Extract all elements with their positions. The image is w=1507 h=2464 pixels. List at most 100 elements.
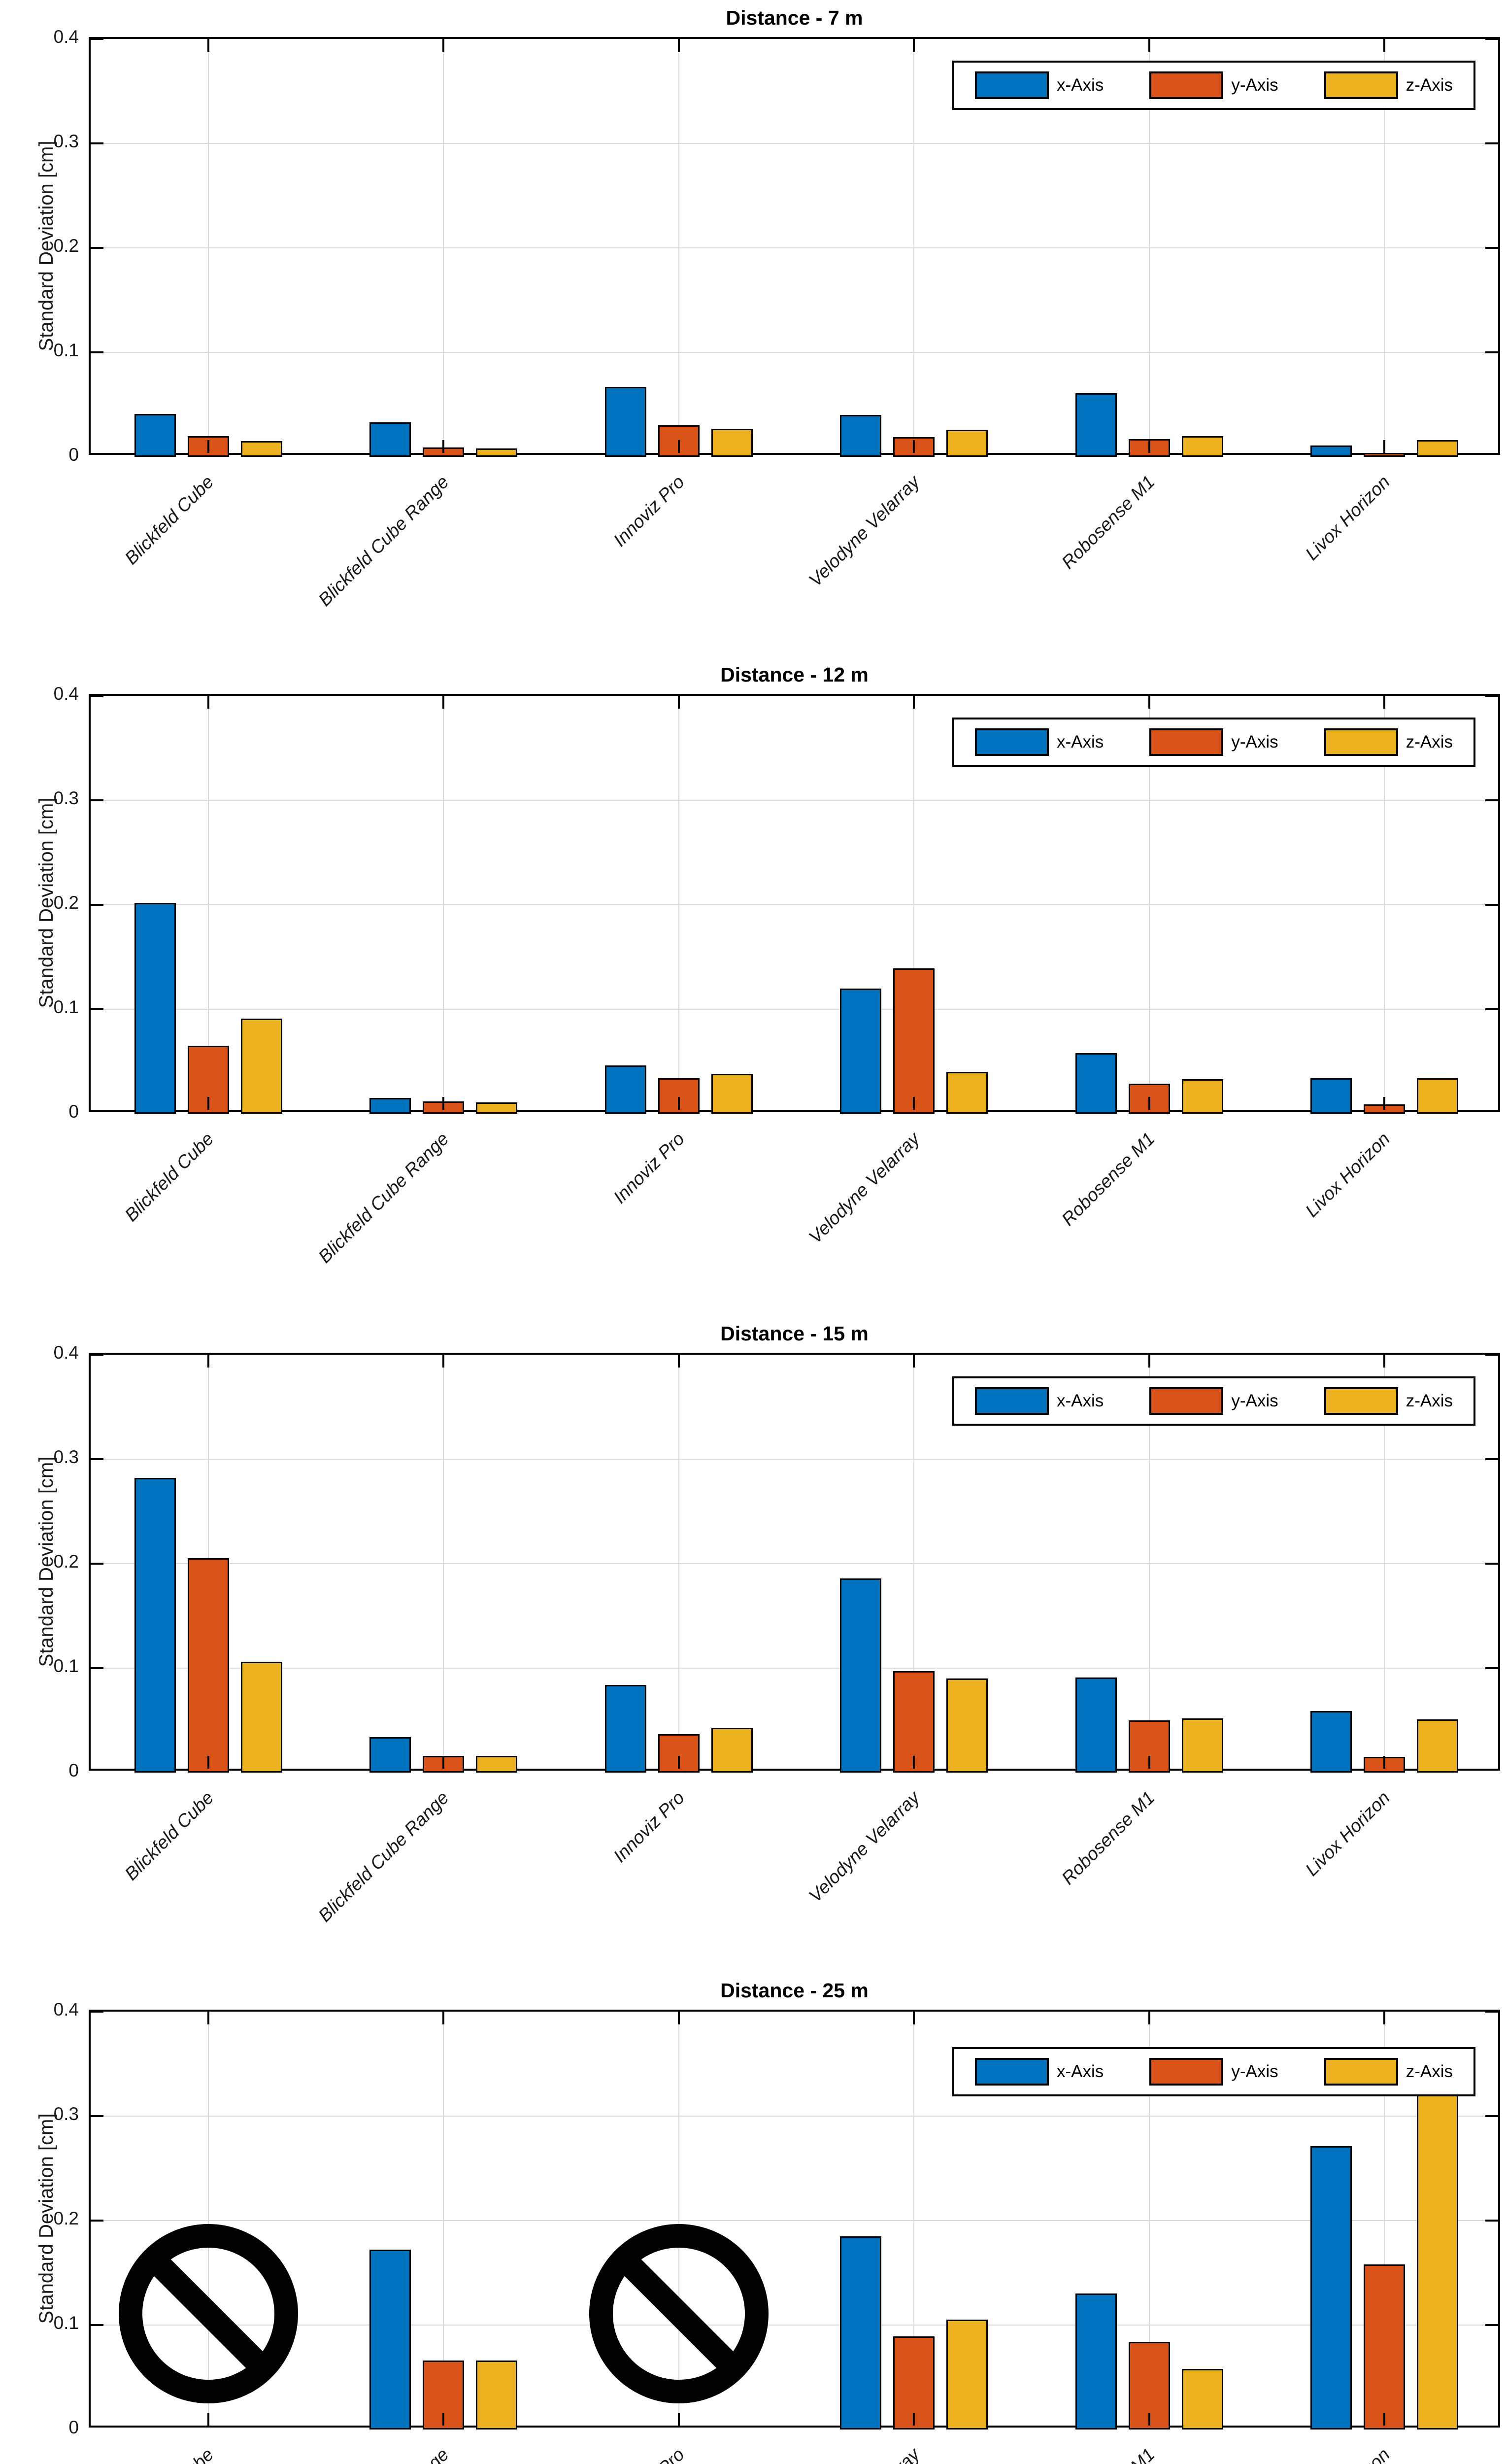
gridline-vertical <box>443 696 444 1110</box>
x-axis-tick <box>913 696 915 709</box>
x-axis-tick <box>913 2413 915 2426</box>
x-axis-tick <box>677 1097 680 1110</box>
y-tick-label: 0.1 <box>53 997 79 1017</box>
x-axis-tick <box>207 1097 209 1110</box>
x-tick-label: Velodyne Velarray <box>804 472 924 590</box>
x-axis-tick <box>1148 696 1150 709</box>
y-axis-tick <box>91 904 103 906</box>
x-axis-tick <box>677 2413 680 2426</box>
bar-z-axis <box>1417 1719 1459 1773</box>
gridline-vertical <box>443 1355 444 1769</box>
gridline-vertical <box>443 2012 444 2426</box>
legend-label: y-Axis <box>1231 1391 1278 1410</box>
x-axis-tick <box>1383 1097 1386 1110</box>
bar-x-axis <box>1310 1078 1352 1114</box>
x-tick-label: Blickfeld Cube <box>121 1129 218 1226</box>
x-tick-label: Blickfeld Cube Range <box>314 1129 453 1267</box>
bar-z-axis <box>476 2361 518 2430</box>
chart-title: Distance - 25 m <box>720 1979 869 2002</box>
y-axis-tick <box>1485 1563 1498 1565</box>
x-axis-tick <box>913 1756 915 1769</box>
x-tick-label: Blickfeld Cube Range <box>315 2444 453 2464</box>
y-tick-label: 0 <box>68 2417 79 2437</box>
y-axis-tick <box>91 799 103 801</box>
x-axis-tick <box>1383 696 1386 709</box>
bar-x-axis <box>369 2250 411 2430</box>
x-axis-tick <box>207 1756 209 1769</box>
legend-item: x-Axis <box>975 71 1104 99</box>
x-axis-tick <box>677 440 680 453</box>
x-axis-tick <box>207 1355 209 1368</box>
x-axis-tick <box>1148 2413 1150 2426</box>
bar-x-axis <box>369 1098 411 1114</box>
y-tick-label: 0.2 <box>53 1551 79 1572</box>
x-axis-tick <box>442 1355 445 1368</box>
y-axis-tick <box>91 1667 103 1669</box>
x-axis-tick <box>442 2413 445 2426</box>
legend: x-Axis y-Axis z-Axis <box>952 61 1475 110</box>
legend-item: z-Axis <box>1324 2058 1453 2086</box>
x-tick-label: Robosense M1 <box>1057 1787 1159 1888</box>
x-axis-tick <box>207 440 209 453</box>
x-axis-tick <box>207 2012 209 2024</box>
bar-x-axis <box>1075 393 1117 457</box>
y-axis-tick <box>1485 695 1498 697</box>
y-tick-label: 0.4 <box>53 684 79 704</box>
bar-x-axis <box>1075 2293 1117 2430</box>
x-tick-label: Robosense M1 <box>1058 2444 1159 2464</box>
x-tick-label: Innoviz Pro <box>609 1787 688 1866</box>
x-axis-tick <box>1383 2012 1386 2024</box>
legend-swatch-y-axis <box>1149 71 1224 99</box>
y-axis-tick <box>1485 2220 1498 2222</box>
legend-swatch-x-axis <box>975 2058 1049 2086</box>
bar-y-axis <box>187 1558 229 1773</box>
x-axis-tick <box>1148 2012 1150 2024</box>
x-tick-label: Blickfeld Cube Range <box>314 1787 453 1926</box>
x-tick-label: Livox Horizon <box>1301 472 1394 564</box>
bar-z-axis <box>1417 440 1459 457</box>
bar-x-axis <box>840 1578 882 1773</box>
y-axis-tick <box>91 1008 103 1010</box>
x-axis-tick <box>1148 440 1150 453</box>
gridline-vertical <box>1384 1355 1385 1769</box>
bar-z-axis <box>711 1728 753 1773</box>
y-tick-label: 0 <box>68 1101 79 1122</box>
bar-x-axis <box>1310 1711 1352 1773</box>
legend-label: z-Axis <box>1406 1391 1453 1410</box>
y-axis-tick <box>1485 247 1498 249</box>
legend-swatch-z-axis <box>1324 71 1398 99</box>
x-axis-tick <box>1148 39 1150 52</box>
x-axis-tick <box>913 1097 915 1110</box>
x-tick-label: Livox Horizon <box>1301 1787 1394 1880</box>
bar-x-axis <box>134 903 176 1114</box>
bar-x-axis <box>369 1737 411 1773</box>
y-tick-label: 0.3 <box>53 788 79 808</box>
gridline-horizontal <box>91 1009 1498 1010</box>
gridline-vertical <box>1384 2012 1385 2426</box>
x-tick-label: Innoviz Pro <box>609 1129 688 1207</box>
gridline-vertical <box>207 696 209 1110</box>
bar-z-axis <box>476 448 518 457</box>
x-axis-tick <box>207 39 209 52</box>
gridline-horizontal <box>91 904 1498 905</box>
bar-z-axis <box>1417 1078 1459 1114</box>
bar-z-axis <box>711 1074 753 1114</box>
gridline-horizontal <box>91 247 1498 248</box>
bar-z-axis <box>711 429 753 457</box>
x-tick-label: Velodyne Velarray <box>804 1129 924 1247</box>
legend-swatch-z-axis <box>1324 1387 1398 1415</box>
legend: x-Axis y-Axis z-Axis <box>952 1376 1475 1426</box>
gridline-vertical <box>913 696 915 1110</box>
legend-label: y-Axis <box>1231 732 1278 752</box>
gridline-horizontal <box>91 143 1498 144</box>
legend-label: z-Axis <box>1406 732 1453 752</box>
bar-z-axis <box>1181 1718 1223 1773</box>
x-axis-tick <box>913 1355 915 1368</box>
x-axis-tick <box>1383 2413 1386 2426</box>
bar-z-axis <box>1181 1079 1223 1114</box>
legend-swatch-y-axis <box>1149 2058 1224 2086</box>
y-axis-tick <box>91 351 103 353</box>
bar-z-axis <box>946 1678 988 1773</box>
x-axis-tick <box>442 696 445 709</box>
gridline-vertical <box>678 1355 679 1769</box>
